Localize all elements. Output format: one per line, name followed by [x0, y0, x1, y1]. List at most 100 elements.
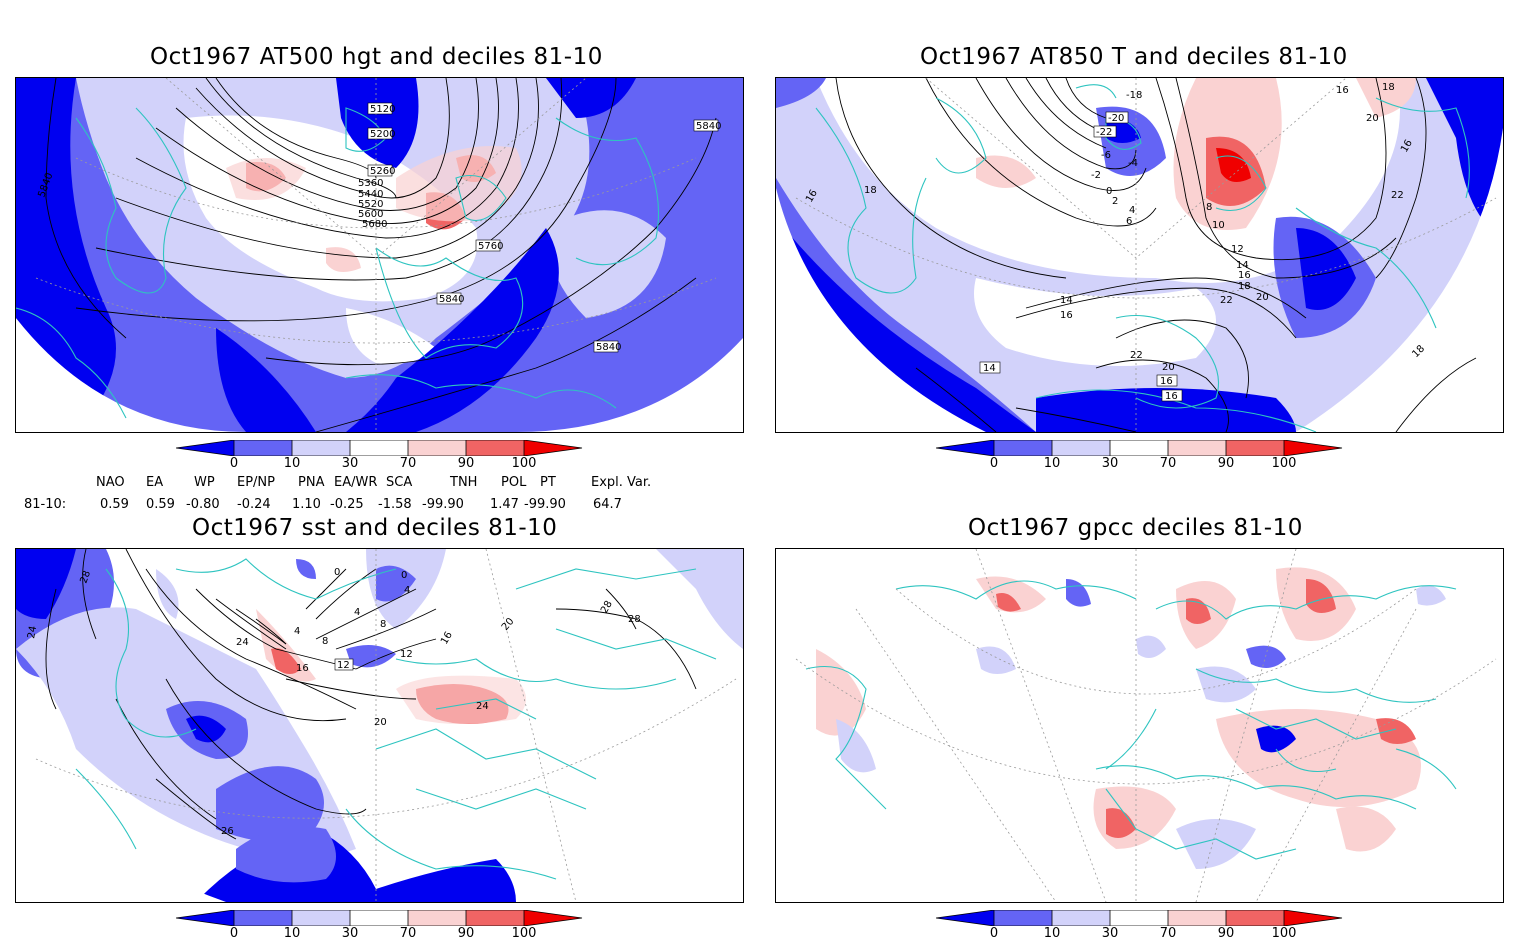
index-header: EA/WR — [334, 475, 378, 490]
colorbar-tick-label: 30 — [1101, 926, 1119, 941]
colorbar-tick-label: 90 — [457, 926, 475, 941]
contour-label: 5200 — [370, 129, 395, 140]
index-value: 0.59 — [100, 497, 129, 512]
map-panel-at850-temp: -18 -20 -22 -6 -4 -2 0 2 4 6 8 10 12 14 … — [775, 77, 1504, 433]
index-value: 1.10 — [292, 497, 321, 512]
colorbar-panel1: 0 10 30 70 90 100 — [175, 439, 596, 480]
colorbar-tick-label: 10 — [1043, 926, 1061, 941]
colorbar-tick-label: 0 — [229, 926, 239, 941]
contour-label: 24 — [236, 637, 249, 648]
index-header: Expl. Var. — [591, 475, 652, 490]
contour-label: 2 — [1112, 196, 1118, 207]
contour-label: 28 — [628, 614, 641, 625]
contour-label: 0 — [1106, 186, 1112, 197]
panel1-title: Oct1967 AT500 hgt and deciles 81-10 — [150, 44, 603, 70]
colorbar-panel3: 0 10 30 70 90 100 — [175, 909, 596, 950]
index-header: NAO — [96, 475, 125, 490]
contour-label: 24 — [476, 701, 489, 712]
panel4-title: Oct1967 gpcc deciles 81-10 — [968, 515, 1303, 541]
colorbar-tick-label: 10 — [283, 456, 301, 471]
contour-label: 22 — [1130, 350, 1143, 361]
colorbar-tick-label: 70 — [399, 456, 417, 471]
contour-label: 5840 — [439, 294, 464, 305]
colorbar-panel4: 0 10 30 70 90 100 — [935, 909, 1356, 950]
index-header: EP/NP — [237, 475, 275, 490]
contour-label: -20 — [1108, 113, 1124, 124]
contour-label: 16 — [1336, 85, 1349, 96]
colorbar-tick-label: 70 — [1159, 926, 1177, 941]
contour-label: 22 — [1391, 190, 1404, 201]
contour-label: 16 — [1160, 376, 1173, 387]
index-value: -99.90 — [422, 497, 464, 512]
contour-label: -18 — [1126, 90, 1142, 101]
contour-label: 5840 — [596, 342, 621, 353]
contour-label: 12 — [400, 649, 413, 660]
contour-label: 16 — [296, 663, 309, 674]
colorbar-panel2: 0 10 30 70 90 100 — [935, 439, 1356, 480]
contour-label: 4 — [404, 585, 410, 596]
index-value: 64.7 — [593, 497, 622, 512]
colorbar-tick-label: 10 — [1043, 456, 1061, 471]
contour-label: 0 — [334, 567, 340, 578]
colorbar-tick-label: 70 — [1159, 456, 1177, 471]
contour-label: 4 — [294, 626, 300, 637]
map-panel-sst: 28 24 0 0 4 4 8 4 8 12 12 16 20 24 24 20… — [15, 548, 744, 903]
map-panel-gpcc — [775, 548, 1504, 903]
contour-label: 14 — [1236, 260, 1249, 271]
index-header: TNH — [450, 475, 478, 490]
contour-label: -6 — [1101, 150, 1111, 161]
contour-label: 16 — [1165, 391, 1178, 402]
contour-label: 5260 — [370, 166, 395, 177]
contour-label: 28 — [78, 569, 93, 585]
contour-label: 16 — [1238, 270, 1251, 281]
contour-label: 18 — [1410, 343, 1427, 360]
contour-label: 8 — [1206, 202, 1212, 213]
panel3-title: Oct1967 sst and deciles 81-10 — [192, 515, 558, 541]
contour-label: 20 — [1256, 292, 1269, 303]
contour-label: 6 — [1126, 216, 1132, 227]
colorbar-tick-label: 100 — [1271, 456, 1297, 471]
colorbar-tick-label: 0 — [989, 926, 999, 941]
index-header: SCA — [386, 475, 413, 490]
colorbar-tick-label: 30 — [341, 456, 359, 471]
index-value: 1.47 — [490, 497, 519, 512]
index-value: -0.24 — [237, 497, 271, 512]
contour-label: 16 — [1060, 310, 1073, 321]
contour-label: 12 — [337, 660, 350, 671]
contour-label: 24 — [26, 625, 39, 639]
contour-label: 5760 — [478, 241, 503, 252]
index-header: POL — [501, 475, 527, 490]
teleconnection-indices: NAO EA WP EP/NP PNA EA/WR SCA TNH POL PT… — [0, 475, 760, 515]
contour-label: 8 — [380, 619, 386, 630]
contour-label: 12 — [1231, 244, 1244, 255]
contour-label: 18 — [1382, 82, 1395, 93]
colorbar-tick-label: 30 — [341, 926, 359, 941]
contour-label: 22 — [1220, 295, 1233, 306]
colorbar-tick-label: 90 — [1217, 926, 1235, 941]
colorbar-tick-label: 10 — [283, 926, 301, 941]
colorbar-tick-label: 0 — [229, 456, 239, 471]
colorbar-tick-label: 100 — [1271, 926, 1297, 941]
index-header: WP — [194, 475, 215, 490]
contour-label: 20 — [1162, 362, 1175, 373]
index-header: PT — [540, 475, 556, 490]
contour-label: 0 — [401, 570, 407, 581]
index-value: -0.25 — [330, 497, 364, 512]
contour-label: 14 — [983, 363, 996, 374]
index-value: 0.59 — [146, 497, 175, 512]
contour-label: -4 — [1128, 158, 1138, 169]
colorbar-tick-label: 30 — [1101, 456, 1119, 471]
contour-label: 5360 — [358, 178, 383, 189]
contour-label: 20 — [1366, 113, 1379, 124]
contour-label: 8 — [322, 636, 328, 647]
contour-label: -2 — [1091, 170, 1101, 181]
map-panel-at500-hgt: 5120 5200 5260 5360 5440 5520 5600 5680 … — [15, 77, 744, 433]
index-value: -1.58 — [378, 497, 412, 512]
colorbar-tick-label: 0 — [989, 456, 999, 471]
contour-label: 4 — [1129, 205, 1135, 216]
colorbar-tick-label: 100 — [511, 926, 537, 941]
contour-label: 26 — [221, 826, 234, 837]
colorbar-tick-label: 70 — [399, 926, 417, 941]
contour-label: 5840 — [696, 121, 721, 132]
contour-label: 14 — [1060, 295, 1073, 306]
